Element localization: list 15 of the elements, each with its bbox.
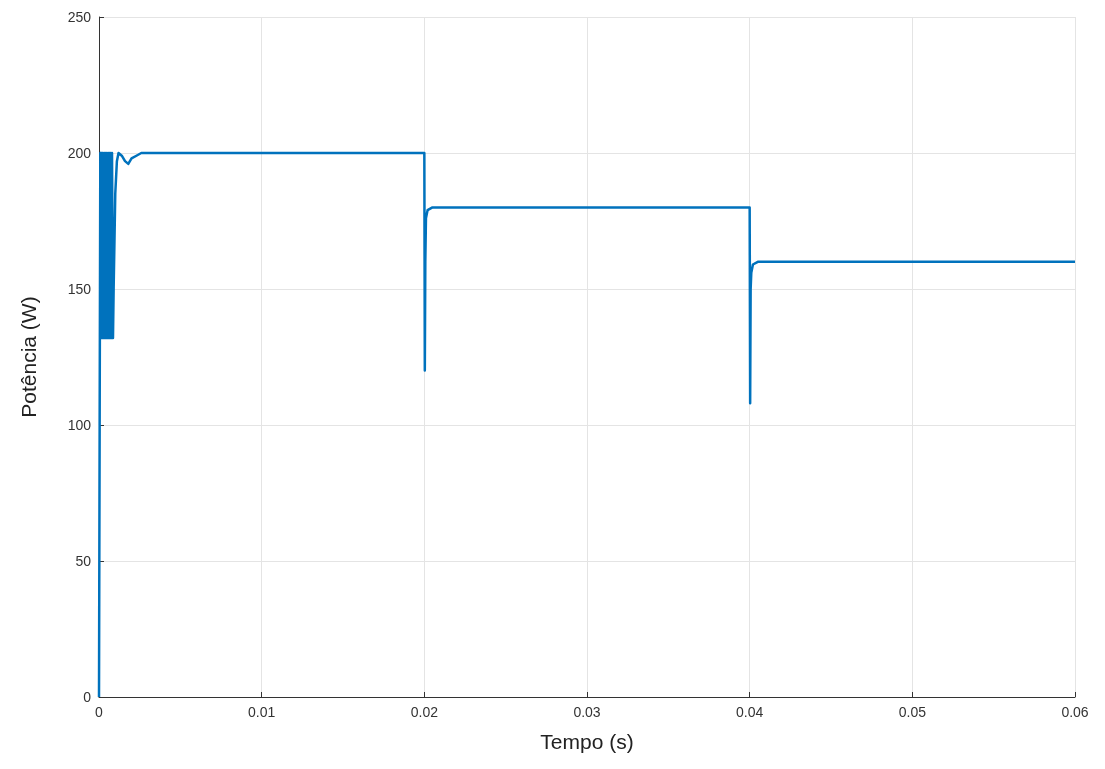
y-tick-label: 0: [83, 689, 92, 705]
x-tick-label: 0.01: [248, 704, 276, 720]
y-tick-label: 200: [67, 145, 92, 161]
x-tick-label: 0.06: [1061, 704, 1089, 720]
y-tick-label: 50: [75, 553, 92, 569]
x-tick-label: 0.04: [736, 704, 764, 720]
x-axis-title: Tempo (s): [540, 730, 634, 753]
x-tick-label: 0.03: [573, 704, 601, 720]
x-tick-label: 0: [95, 704, 104, 720]
y-tick-label: 100: [67, 417, 92, 433]
y-axis-title: Potência (W): [17, 296, 40, 418]
x-tick-label: 0.02: [410, 704, 439, 720]
y-tick-label: 250: [67, 9, 92, 25]
y-tick-label: 150: [67, 281, 92, 297]
x-tick-label: 0.05: [898, 704, 927, 720]
